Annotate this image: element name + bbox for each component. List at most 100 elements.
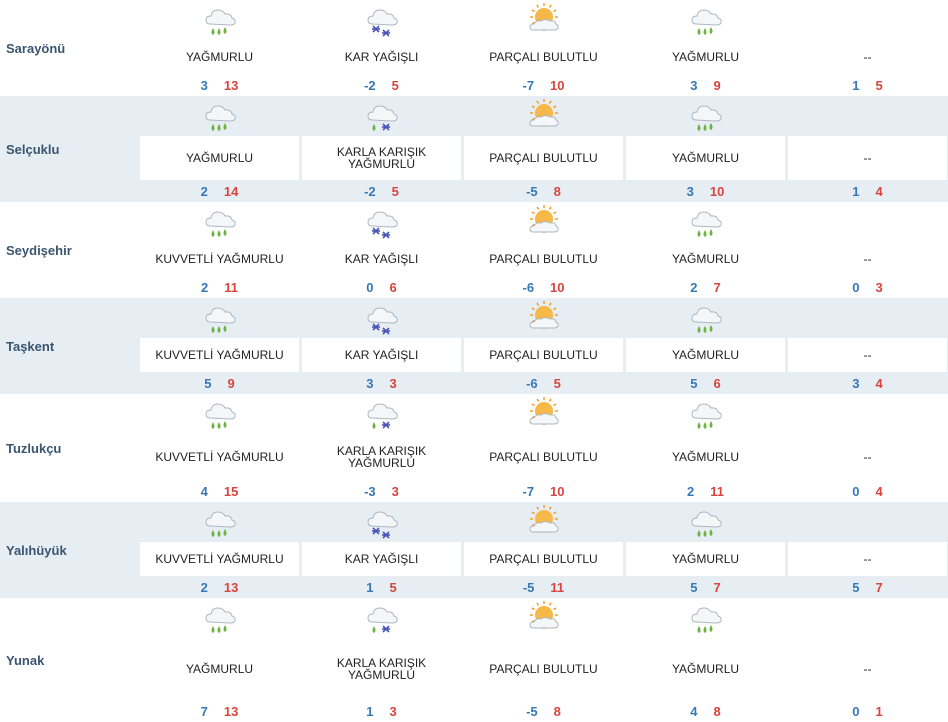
empty-icon-cell — [788, 202, 947, 242]
day-forecast: YAĞMURLU 2 11 — [626, 394, 785, 502]
day-forecast: PARÇALI BULUTLU -5 8 — [464, 598, 623, 722]
low-temperature: 0 — [852, 483, 860, 499]
partly-cloudy-icon — [464, 298, 623, 338]
rain-cloud-icon — [626, 96, 785, 136]
weather-description: PARÇALI BULUTLU — [489, 151, 598, 165]
rain-cloud-icon — [140, 298, 299, 338]
day-forecast: KUVVETLİ YAĞMURLU 5 9 — [140, 298, 299, 394]
weather-description: PARÇALI BULUTLU — [489, 552, 598, 566]
high-temperature: 9 — [713, 77, 721, 93]
snow-cloud-icon — [302, 502, 461, 542]
high-temperature: 13 — [223, 579, 239, 595]
low-temperature: 2 — [200, 183, 208, 199]
city-name[interactable]: Sarayönü — [6, 40, 66, 56]
day-forecast: YAĞMURLU 3 9 — [626, 0, 785, 96]
day-forecast: YAĞMURLU 7 13 — [140, 598, 299, 722]
high-temperature: 7 — [875, 579, 883, 595]
high-temperature: 15 — [223, 483, 239, 499]
rain-cloud-icon — [140, 202, 299, 242]
low-temperature: 2 — [200, 579, 208, 595]
city-name[interactable]: Selçuklu — [6, 141, 60, 157]
weather-description: KAR YAĞIŞLI — [344, 552, 419, 566]
sleet-cloud-icon — [302, 394, 461, 434]
low-temperature: 4 — [200, 483, 208, 499]
low-temperature: 1 — [852, 183, 860, 199]
rain-cloud-icon — [626, 298, 785, 338]
low-temperature: -5 — [526, 703, 538, 719]
day-forecast: KUVVETLİ YAĞMURLU 2 13 — [140, 502, 299, 598]
partly-cloudy-icon — [464, 0, 623, 40]
high-temperature: 5 — [389, 579, 397, 595]
day-forecast: KUVVETLİ YAĞMURLU 4 15 — [140, 394, 299, 502]
low-temperature: 4 — [690, 703, 698, 719]
low-temperature: -3 — [364, 483, 376, 499]
low-temperature: -7 — [522, 77, 535, 93]
snow-cloud-icon — [302, 0, 461, 40]
city-row: Yunak YAĞMURLU 7 13 KARLA KARIŞIK YAĞMURLU 1 3… — [0, 598, 948, 722]
empty-icon-cell — [788, 598, 947, 638]
empty-icon-cell — [788, 394, 947, 434]
low-temperature: 5 — [690, 579, 698, 595]
day-forecast: PARÇALI BULUTLU -6 10 — [464, 202, 623, 298]
weather-description: YAĞMURLU — [185, 151, 254, 165]
weather-description: -- — [863, 348, 872, 362]
day-forecast: KAR YAĞIŞLI 1 5 — [302, 502, 461, 598]
city-name[interactable]: Yalıhüyük — [6, 542, 67, 558]
day-forecast: YAĞMURLU 2 7 — [626, 202, 785, 298]
day-forecast: PARÇALI BULUTLU -7 10 — [464, 0, 623, 96]
weather-description: PARÇALI BULUTLU — [489, 252, 598, 266]
partly-cloudy-icon — [464, 394, 623, 434]
weather-description: -- — [863, 450, 872, 464]
weather-description: -- — [863, 552, 872, 566]
high-temperature: 10 — [550, 483, 565, 499]
weather-description: KARLA KARIŞIK YAĞMURLU — [336, 656, 427, 682]
high-temperature: 8 — [553, 703, 561, 719]
rain-cloud-icon — [140, 0, 299, 40]
high-temperature: 14 — [223, 183, 239, 199]
high-temperature: 7 — [713, 279, 721, 295]
rain-cloud-icon — [626, 0, 785, 40]
weather-description: -- — [863, 662, 872, 676]
low-temperature: -7 — [522, 483, 535, 499]
weather-description: YAĞMURLU — [185, 50, 254, 64]
low-temperature: 5 — [204, 375, 212, 391]
weather-description: YAĞMURLU — [671, 450, 740, 464]
high-temperature: 10 — [709, 183, 725, 199]
weather-description: KAR YAĞIŞLI — [344, 348, 419, 362]
day-forecast: YAĞMURLU 5 6 — [626, 298, 785, 394]
city-name[interactable]: Taşkent — [6, 338, 55, 354]
day-forecast: KARLA KARIŞIK YAĞMURLU 1 3 — [302, 598, 461, 722]
low-temperature: 5 — [690, 375, 698, 391]
weather-description: PARÇALI BULUTLU — [489, 450, 598, 464]
low-temperature: 7 — [200, 703, 208, 719]
weather-description: KUVVETLİ YAĞMURLU — [155, 450, 284, 464]
high-temperature: 6 — [389, 279, 397, 295]
day-forecast: PARÇALI BULUTLU -7 10 — [464, 394, 623, 502]
city-name[interactable]: Seydişehir — [6, 242, 72, 258]
rain-cloud-icon — [626, 394, 785, 434]
city-name[interactable]: Yunak — [6, 652, 45, 668]
empty-icon-cell — [788, 0, 947, 40]
day-forecast: KAR YAĞIŞLI 0 6 — [302, 202, 461, 298]
high-temperature: 1 — [875, 703, 883, 719]
day-forecast: PARÇALI BULUTLU -6 5 — [464, 298, 623, 394]
empty-icon-cell — [788, 298, 947, 338]
city-row: Seydişehir KUVVETLİ YAĞMURLU 2 11 KAR YAĞIŞL… — [0, 202, 948, 298]
partly-cloudy-icon — [464, 96, 623, 136]
high-temperature: 5 — [875, 77, 883, 93]
high-temperature: 3 — [875, 279, 883, 295]
day-forecast: KUVVETLİ YAĞMURLU 2 11 — [140, 202, 299, 298]
day-forecast: -- 5 7 — [788, 502, 947, 598]
high-temperature: 13 — [223, 703, 239, 719]
high-temperature: 9 — [227, 375, 235, 391]
low-temperature: -5 — [526, 183, 538, 199]
low-temperature: 5 — [852, 579, 860, 595]
day-forecast: -- 1 5 — [788, 0, 947, 96]
city-name[interactable]: Tuzlukçu — [6, 440, 62, 456]
day-forecast: YAĞMURLU 3 10 — [626, 96, 785, 202]
low-temperature: 3 — [852, 375, 860, 391]
snow-cloud-icon — [302, 202, 461, 242]
weather-description: PARÇALI BULUTLU — [489, 50, 598, 64]
high-temperature: 6 — [713, 375, 721, 391]
weather-description: PARÇALI BULUTLU — [489, 662, 598, 676]
